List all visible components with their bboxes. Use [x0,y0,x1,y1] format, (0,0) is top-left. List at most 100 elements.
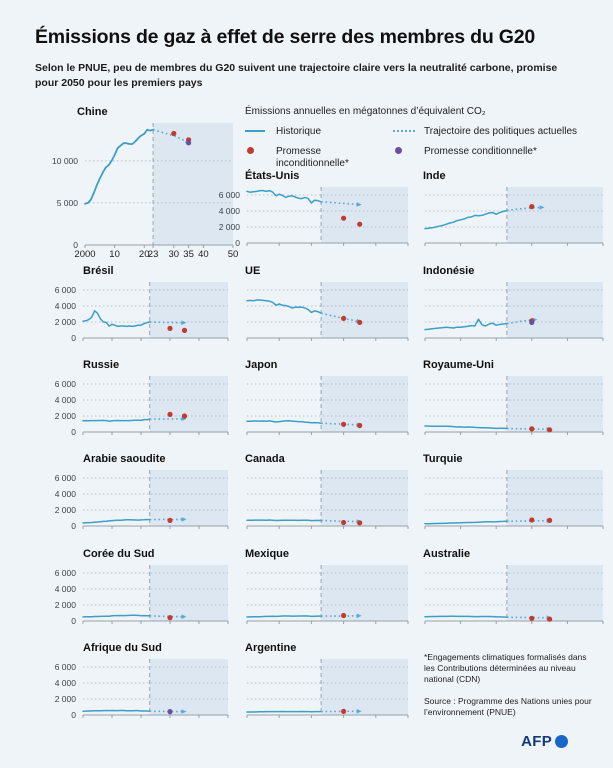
svg-text:50: 50 [228,249,239,260]
chart-turquie: Turquie [423,453,605,534]
legend-item-unconditional-pledge: Promesse inconditionnelle* [245,146,393,171]
subtitle: Selon le PNUE, peu de membres du G20 sui… [35,62,558,89]
source-note: Source : Programme des Nations unies pou… [424,696,592,718]
svg-text:5 000: 5 000 [57,198,79,208]
legend-label: Historique [276,126,322,137]
svg-text:6 000: 6 000 [219,190,241,200]
chart-title: Inde [423,170,446,182]
chart-canvas-etats-unis: 0 2 000 4 000 6 000 [219,187,409,248]
chart-title: Indonésie [423,265,475,277]
chart-canvas-royaume-uni [424,376,604,435]
chart-canvas-turquie [424,470,604,529]
footnotes: *Engagements climatiques formalisés dans… [424,652,596,752]
historical-line-swatch-icon [245,126,267,136]
chart-etats-unis: États-Unis 0 2 000 4 000 6 000 [219,170,410,251]
svg-text:4 000: 4 000 [55,584,77,594]
afp-globe-icon [555,735,568,749]
chart-russie: Russie 0 2 000 4 000 6 000 [35,359,230,440]
chart-title: UE [245,265,261,277]
svg-text:0: 0 [71,427,76,437]
chart-japon: Japon [245,359,410,440]
chart-coree-du-sud: Corée du Sud 0 2 000 4 000 6 000 [35,548,230,629]
chart-canvas-coree-du-sud: 0 2 000 4 000 6 000 [55,565,229,626]
chart-title: Royaume-Uni [423,359,494,371]
svg-text:4 000: 4 000 [219,206,241,216]
svg-text:0: 0 [73,240,78,250]
svg-text:4 000: 4 000 [55,301,77,311]
chart-canvas-arabie-saoudite: 0 2 000 4 000 6 000 [55,470,229,531]
svg-text:4 000: 4 000 [55,395,77,405]
chart-chine: Chine 0 5 000 10 000 2000 10 20 23 30 35 40 50 [35,106,238,260]
chart-canvas-inde [424,187,604,246]
svg-text:2 000: 2 000 [55,694,77,704]
chart-canvas-afrique-du-sud: 0 2 000 4 000 6 000 [55,659,229,720]
chart-title: Corée du Sud [83,548,155,560]
chart-canvas-mexique [246,565,409,624]
svg-text:30: 30 [169,249,180,260]
legend: Émissions annuelles en mégatonnes d’équi… [245,106,611,171]
svg-text:20: 20 [139,249,150,260]
chart-title: Japon [245,359,278,371]
page-title: Émissions de gaz à effet de serre des me… [35,26,536,48]
svg-text:35: 35 [183,249,194,260]
chart-title: Afrique du Sud [83,642,162,654]
chart-title: Canada [245,453,285,465]
legend-label: Promesse inconditionnelle* [276,145,349,170]
svg-text:10 000: 10 000 [52,156,78,166]
chart-inde: Inde [423,170,605,251]
svg-text:0: 0 [71,333,76,343]
chart-bresil: Brésil 0 2 000 4 000 6 000 [35,265,230,346]
chart-ue: UE [245,265,410,346]
svg-text:2 000: 2 000 [55,505,77,515]
legend-item-historical: Historique [245,126,393,139]
svg-text:4 000: 4 000 [55,678,77,688]
chart-title: Mexique [245,548,290,560]
trajectory-dotted-line-swatch-icon [393,126,415,136]
chart-canvas-russie: 0 2 000 4 000 6 000 [55,376,229,437]
chart-mexique: Mexique [245,548,410,629]
chart-indonesie: Indonésie [423,265,605,346]
svg-text:6 000: 6 000 [55,662,77,672]
chart-afrique-du-sud: Afrique du Sud 0 2 000 4 000 6 000 [35,642,230,723]
svg-text:6 000: 6 000 [55,568,77,578]
svg-text:0: 0 [71,616,76,626]
svg-text:2000: 2000 [74,249,95,260]
purple-dot-swatch-icon [393,146,415,156]
chart-canvas-ue [246,282,409,341]
svg-text:2 000: 2 000 [55,411,77,421]
svg-text:6 000: 6 000 [55,473,77,483]
chart-royaume-uni: Royaume-Uni [423,359,605,440]
red-dot-swatch-icon [245,146,267,156]
afp-logo: AFP [424,732,596,752]
legend-item-trajectory: Trajectoire des politiques actuelles [393,126,611,139]
chart-title: Arabie saoudite [83,453,166,465]
legend-label: Trajectoire des politiques actuelles [424,126,578,137]
legend-units-label: Émissions annuelles en mégatonnes d’équi… [245,106,486,117]
svg-text:23: 23 [148,249,159,260]
svg-text:10: 10 [109,249,120,260]
chart-title: Russie [83,359,120,371]
chart-title: Australie [423,548,471,560]
svg-text:40: 40 [198,249,209,260]
chart-title: Brésil [83,265,114,277]
chart-australie: Australie [423,548,605,629]
svg-text:6 000: 6 000 [55,285,77,295]
legend-item-conditional-pledge: Promesse conditionnelle* [393,146,611,171]
chart-canvas-indonesie [424,282,604,341]
chart-canvas-bresil: 0 2 000 4 000 6 000 [55,282,229,343]
chart-title: Chine [77,106,108,118]
chart-title: États-Unis [245,170,300,182]
svg-text:6 000: 6 000 [55,379,77,389]
chart-title: Argentine [245,642,297,654]
svg-text:0: 0 [235,238,240,248]
chart-title: Turquie [423,453,463,465]
chart-canvas-argentine [246,659,409,718]
chart-canvas-japon [246,376,409,435]
svg-text:2 000: 2 000 [55,600,77,610]
chart-canvas-canada [246,470,409,529]
legend-items: Historique Trajectoire des politiques ac… [245,126,611,171]
afp-logo-text: AFP [521,733,552,751]
chart-canvas-australie [424,565,604,624]
chart-arabie-saoudite: Arabie saoudite 0 2 000 4 000 6 000 [35,453,230,534]
